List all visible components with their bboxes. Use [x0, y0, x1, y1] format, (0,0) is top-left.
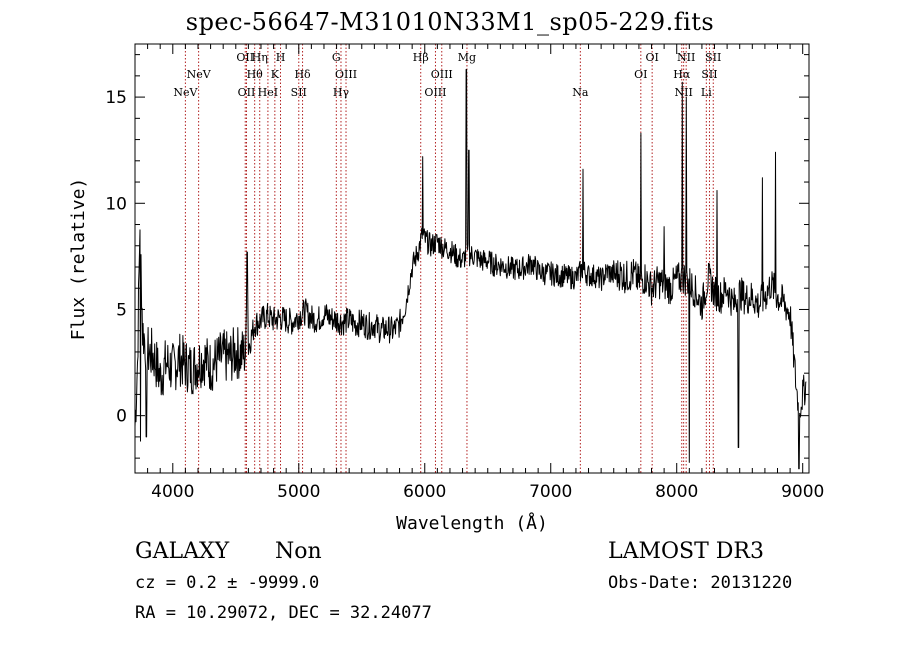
line-label-3: OII [238, 86, 256, 99]
plot-frame [134, 43, 810, 474]
x-axis-label: Wavelength (Å) [396, 512, 548, 534]
redshift-readout: cz = 0.2 ± -9999.0 [135, 573, 320, 593]
line-label-4: Hθ [247, 68, 264, 81]
x-tick-label: 9000 [781, 482, 824, 502]
x-tick-label: 8000 [655, 482, 698, 502]
x-tick-label: 6000 [403, 482, 446, 502]
line-label-9: SII [291, 86, 307, 99]
line-label-14: Hβ [413, 51, 429, 64]
object-class: GALAXY [135, 539, 230, 564]
object-subclass: Non [275, 539, 322, 564]
line-label-10: Hδ [294, 68, 311, 81]
line-label-16: OIII [431, 68, 453, 81]
line-label-layer: NeVNeVOIIOIIHθHηHeIKHSIIHδGHγOIIIHβOIIIO… [173, 51, 721, 99]
line-label-11: G [332, 51, 341, 64]
x-tick-label: 5000 [277, 482, 320, 502]
line-label-18: Na [572, 86, 589, 99]
line-label-21: Hα [673, 68, 691, 81]
chart-title: spec-56647-M31010N33M1_sp05-229.fits [185, 8, 715, 36]
coordinates-readout: RA = 10.29072, DEC = 32.24077 [135, 603, 432, 623]
obs-date: Obs-Date: 20131220 [608, 573, 793, 593]
y-tick-label: 10 [105, 194, 127, 214]
line-label-1: NeV [187, 68, 212, 81]
line-label-7: K [271, 68, 280, 81]
line-label-6: HeI [258, 86, 278, 99]
line-label-2: OII [236, 51, 254, 64]
line-label-23: NII [677, 51, 695, 64]
y-tick-label: 5 [116, 300, 127, 320]
line-label-13: OIII [335, 68, 357, 81]
line-label-15: OIII [424, 86, 446, 99]
line-label-19: OI [634, 68, 647, 81]
x-tick-label: 4000 [151, 482, 194, 502]
line-label-20: OI [645, 51, 658, 64]
x-tick-label: 7000 [529, 482, 572, 502]
line-label-12: Hγ [333, 86, 350, 99]
line-label-5: Hη [252, 51, 268, 64]
line-marker-layer [184, 44, 714, 473]
y-tick-label: 0 [116, 407, 127, 427]
line-label-25: SII [701, 68, 717, 81]
line-label-26: SII [705, 51, 721, 64]
line-label-8: H [276, 51, 286, 64]
line-label-17: Mg [458, 51, 476, 64]
survey-name: LAMOST DR3 [608, 539, 764, 564]
spectrum-line [134, 69, 807, 470]
line-label-0: NeV [173, 86, 198, 99]
y-axis-label: Flux (relative) [68, 178, 89, 341]
y-tick-label: 15 [105, 88, 127, 108]
x-axis: 4000 5000 6000 7000 8000 9000 [134, 44, 824, 502]
y-axis: 0 5 10 15 [105, 54, 809, 459]
line-label-24: Li [701, 86, 712, 99]
line-label-22: NII [674, 86, 692, 99]
